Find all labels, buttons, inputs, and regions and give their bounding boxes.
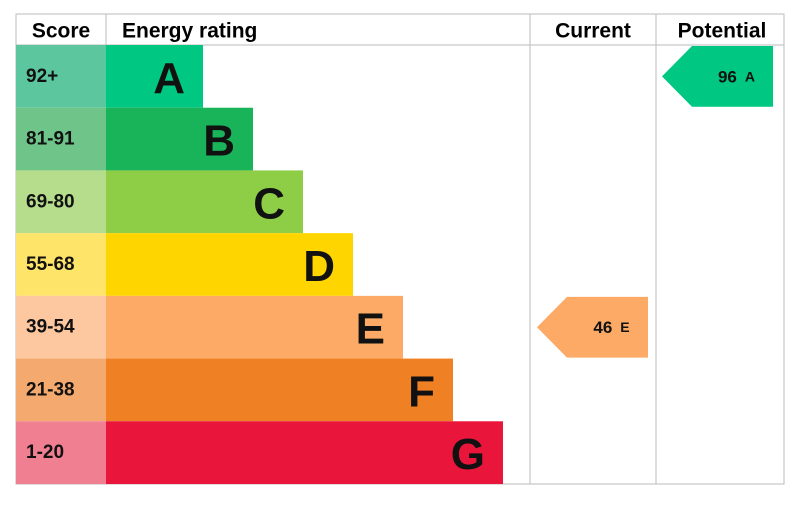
potential-rating: A: [745, 68, 755, 84]
score-range: 1-20: [26, 442, 64, 463]
score-range: 55-68: [26, 254, 75, 275]
potential-value: 96: [718, 67, 737, 86]
score-cell: [16, 421, 106, 484]
current-rating: E: [620, 319, 629, 335]
score-cell: [16, 170, 106, 234]
score-range: 21-38: [26, 379, 75, 400]
score-cell: [16, 107, 106, 171]
rating-letter: C: [253, 179, 285, 228]
current-value: 46: [593, 318, 612, 337]
rating-bar: [106, 233, 353, 296]
score-cell: [16, 233, 106, 296]
rating-bar: [106, 421, 503, 484]
rating-letter: F: [408, 367, 435, 416]
rating-letter: B: [203, 117, 235, 166]
potential-arrow: [662, 46, 773, 107]
score-range: 39-54: [26, 317, 75, 338]
score-range: 81-91: [26, 129, 75, 150]
header-score: Score: [32, 20, 90, 43]
rating-letter: E: [356, 305, 385, 354]
score-cell: [16, 358, 106, 422]
current-label: 46 E: [593, 318, 629, 337]
header-potential: Potential: [678, 20, 767, 43]
score-range: 92+: [26, 66, 58, 87]
rating-bar: [106, 170, 303, 234]
rating-bar: [106, 107, 253, 171]
header-current: Current: [555, 20, 631, 43]
score-cell: [16, 45, 106, 108]
potential-label: 96 A: [718, 67, 755, 86]
rating-letter: D: [303, 242, 335, 291]
rating-bar: [106, 358, 453, 422]
rating-letter: G: [451, 430, 485, 479]
rating-bar: [106, 45, 203, 108]
rating-bar: [106, 295, 403, 359]
header-energy-rating: Energy rating: [122, 20, 257, 43]
current-arrow: [537, 296, 648, 358]
rating-letter: A: [153, 54, 185, 103]
score-range: 69-80: [26, 191, 75, 212]
score-cell: [16, 295, 106, 359]
